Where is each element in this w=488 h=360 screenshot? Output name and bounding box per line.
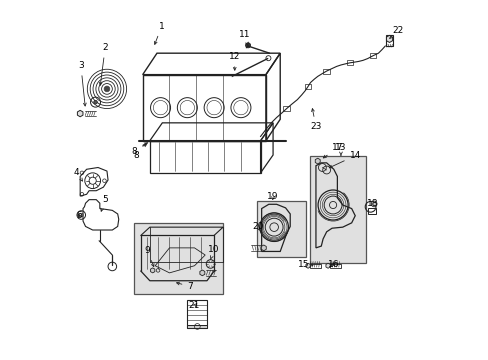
Text: 22: 22: [389, 26, 403, 38]
Polygon shape: [386, 35, 392, 42]
Bar: [187, 325, 206, 328]
Text: 21: 21: [188, 301, 200, 310]
Text: 2: 2: [99, 43, 108, 85]
Bar: [385, 35, 393, 46]
Text: 12: 12: [228, 52, 240, 70]
Bar: [257, 202, 305, 257]
Text: 13: 13: [334, 143, 346, 155]
Bar: [369, 53, 376, 58]
Text: 15: 15: [297, 260, 312, 269]
Text: 19: 19: [267, 192, 278, 201]
Circle shape: [370, 201, 376, 207]
Bar: [187, 300, 206, 328]
Text: 17: 17: [323, 143, 343, 158]
Text: 20: 20: [252, 222, 263, 231]
Polygon shape: [200, 270, 204, 276]
Polygon shape: [315, 158, 320, 164]
Polygon shape: [305, 263, 309, 268]
Text: 3: 3: [78, 61, 86, 106]
Text: 14: 14: [328, 151, 360, 168]
Bar: [283, 106, 289, 111]
Text: 6: 6: [77, 211, 82, 220]
Circle shape: [104, 86, 110, 92]
Bar: [323, 68, 329, 73]
Circle shape: [94, 100, 97, 104]
Text: 11: 11: [238, 31, 250, 45]
Text: 9: 9: [144, 246, 154, 267]
Bar: [142, 75, 265, 141]
Bar: [346, 60, 352, 65]
Bar: [304, 84, 311, 89]
Circle shape: [245, 43, 250, 48]
Text: 7: 7: [176, 282, 193, 291]
Bar: [367, 207, 375, 214]
Text: 8: 8: [134, 144, 145, 160]
Text: 8: 8: [131, 143, 147, 156]
Text: 23: 23: [309, 109, 321, 131]
Polygon shape: [150, 268, 155, 273]
Bar: [309, 156, 365, 263]
Bar: [329, 264, 341, 268]
Text: 1: 1: [154, 22, 164, 44]
Text: 16: 16: [327, 260, 339, 269]
Bar: [309, 264, 321, 268]
Bar: [134, 223, 223, 294]
Text: 10: 10: [208, 245, 220, 260]
Text: 5: 5: [101, 195, 108, 211]
Text: 18: 18: [366, 199, 377, 208]
Text: 4: 4: [74, 168, 82, 181]
Polygon shape: [77, 111, 83, 117]
Polygon shape: [325, 263, 329, 268]
Polygon shape: [261, 245, 266, 251]
Bar: [149, 141, 260, 173]
